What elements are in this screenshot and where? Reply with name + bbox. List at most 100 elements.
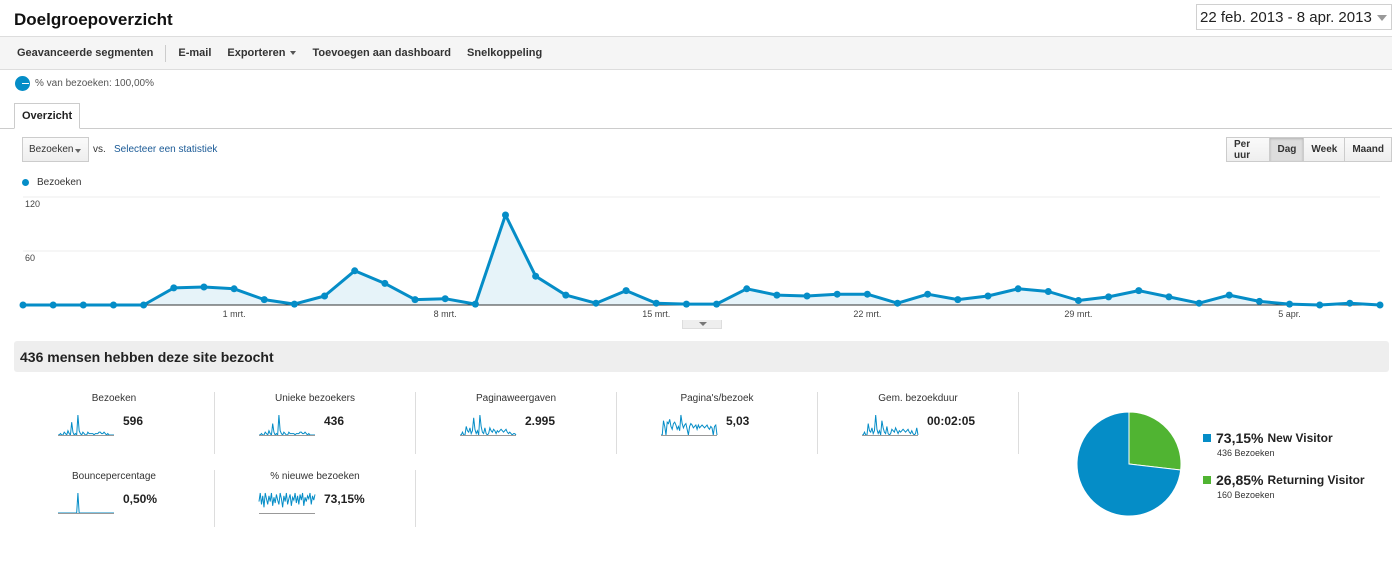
metric-label: Paginaweergaven	[475, 393, 557, 404]
data-point[interactable]	[321, 292, 329, 300]
period-month-button[interactable]: Maand	[1345, 138, 1391, 161]
sparkline-line	[58, 414, 114, 437]
advanced-segments-button[interactable]: Geavanceerde segmenten	[17, 47, 154, 59]
data-point[interactable]	[140, 301, 148, 309]
data-point[interactable]	[170, 284, 178, 292]
legend-label: Bezoeken	[37, 177, 82, 188]
metric-avg-visit-duration[interactable]: Gem. bezoekduur 00:02:05	[818, 393, 1018, 471]
data-point[interactable]	[1105, 293, 1113, 301]
data-point[interactable]	[1255, 297, 1263, 305]
metric-divider	[817, 392, 818, 454]
sparkline	[661, 414, 718, 436]
data-point[interactable]	[1135, 287, 1143, 295]
x-tick-label: 29 mrt.	[1064, 309, 1092, 319]
metric-value: 5,03	[726, 414, 750, 428]
metric-value: 436	[324, 414, 345, 428]
shortcut-button[interactable]: Snelkoppeling	[467, 47, 543, 59]
period-week-button[interactable]: Week	[1304, 138, 1346, 161]
data-point[interactable]	[79, 301, 87, 309]
data-point[interactable]	[260, 296, 268, 304]
select-statistic-link[interactable]: Selecteer een statistiek	[114, 144, 218, 155]
data-point[interactable]	[863, 290, 871, 298]
data-point[interactable]	[652, 299, 660, 307]
pie-slice[interactable]	[1128, 411, 1182, 471]
data-point[interactable]	[290, 300, 298, 308]
data-point[interactable]	[1225, 291, 1233, 299]
data-point[interactable]	[49, 301, 57, 309]
metric-select-value: Bezoeken	[29, 144, 74, 155]
metric-pageviews[interactable]: Paginaweergaven 2.995	[416, 393, 616, 471]
pie-legend-item: 73,15% New Visitor 436 Bezoeken	[1203, 430, 1333, 458]
data-point[interactable]	[743, 285, 751, 293]
data-point[interactable]	[351, 267, 359, 275]
data-point[interactable]	[230, 285, 238, 293]
data-point[interactable]	[1346, 299, 1354, 307]
metric-new-visits-pct[interactable]: % nieuwe bezoeken 73,15%	[215, 471, 415, 549]
data-point[interactable]	[1165, 293, 1173, 301]
data-point[interactable]	[682, 300, 690, 308]
metric-label: Unieke bezoekers	[274, 393, 356, 404]
legend-name: Returning Visitor	[1267, 473, 1365, 487]
data-point[interactable]	[109, 301, 117, 309]
chevron-down-icon	[290, 51, 297, 55]
data-point[interactable]	[622, 287, 630, 295]
data-point[interactable]	[924, 290, 932, 298]
data-point[interactable]	[984, 292, 992, 300]
legend-swatch	[1203, 476, 1211, 484]
x-tick-label: 5 apr.	[1278, 309, 1301, 319]
sparkline	[460, 414, 517, 436]
metric-divider	[415, 392, 416, 454]
data-point[interactable]	[1376, 301, 1384, 309]
metric-unique-visitors[interactable]: Unieke bezoekers 436	[215, 393, 415, 471]
data-point[interactable]	[532, 272, 540, 280]
email-button[interactable]: E-mail	[178, 47, 212, 59]
visits-line-chart: 120 60 1 mrt. 8 mrt. 15 mrt. 22 mrt. 29 mrt. 5 …	[19, 196, 1384, 319]
sparkline-line	[661, 414, 718, 436]
sparkline-line	[259, 414, 315, 437]
y-tick-label: 120	[25, 199, 40, 209]
metric-select[interactable]: Bezoeken	[22, 137, 89, 162]
data-point[interactable]	[471, 300, 479, 308]
data-point[interactable]	[1286, 300, 1294, 308]
data-point[interactable]	[200, 283, 208, 291]
data-point[interactable]	[562, 291, 570, 299]
data-point[interactable]	[501, 211, 509, 219]
chart-collapse-toggle[interactable]	[682, 320, 722, 329]
data-point[interactable]	[1014, 285, 1022, 293]
data-point[interactable]	[833, 290, 841, 298]
pie-slice[interactable]	[1076, 411, 1182, 517]
sparkline	[58, 414, 114, 437]
data-point[interactable]	[381, 279, 389, 287]
sparkline	[58, 492, 114, 514]
tab-overview[interactable]: Overzicht	[14, 103, 81, 129]
y-tick-label: 60	[25, 253, 35, 263]
data-point[interactable]	[803, 292, 811, 300]
data-point[interactable]	[592, 299, 600, 307]
data-point[interactable]	[19, 301, 27, 309]
data-point[interactable]	[954, 296, 962, 304]
data-point[interactable]	[1074, 297, 1082, 304]
metric-value: 00:02:05	[927, 414, 976, 428]
metric-pages-per-visit[interactable]: Pagina's/bezoek 5,03	[617, 393, 817, 471]
data-point[interactable]	[1195, 299, 1203, 307]
data-point[interactable]	[713, 300, 721, 308]
data-point[interactable]	[1316, 301, 1324, 309]
report-toolbar: Geavanceerde segmenten E-mail Exporteren…	[0, 37, 1392, 70]
date-range-picker[interactable]: 22 feb. 2013 - 8 apr. 2013	[1196, 4, 1392, 30]
page-title: Doelgroepoverzicht	[14, 10, 173, 29]
data-point[interactable]	[441, 295, 449, 303]
metric-bounce-rate[interactable]: Bouncepercentage 0,50%	[14, 471, 214, 549]
data-point[interactable]	[1044, 288, 1052, 295]
x-tick-label: 22 mrt.	[853, 309, 881, 319]
data-point[interactable]	[894, 299, 902, 307]
export-button[interactable]: Exporteren	[227, 47, 297, 59]
data-point[interactable]	[773, 291, 781, 299]
sparkline-line	[460, 414, 517, 436]
period-hourly-button[interactable]: Per uur	[1227, 138, 1271, 161]
data-point[interactable]	[411, 296, 419, 304]
metric-label: % nieuwe bezoeken	[270, 471, 360, 482]
add-to-dashboard-button[interactable]: Toevoegen aan dashboard	[312, 47, 452, 59]
metric-visits[interactable]: Bezoeken 596	[14, 393, 214, 471]
period-day-button[interactable]: Dag	[1270, 138, 1305, 161]
metric-value: 73,15%	[324, 492, 365, 506]
